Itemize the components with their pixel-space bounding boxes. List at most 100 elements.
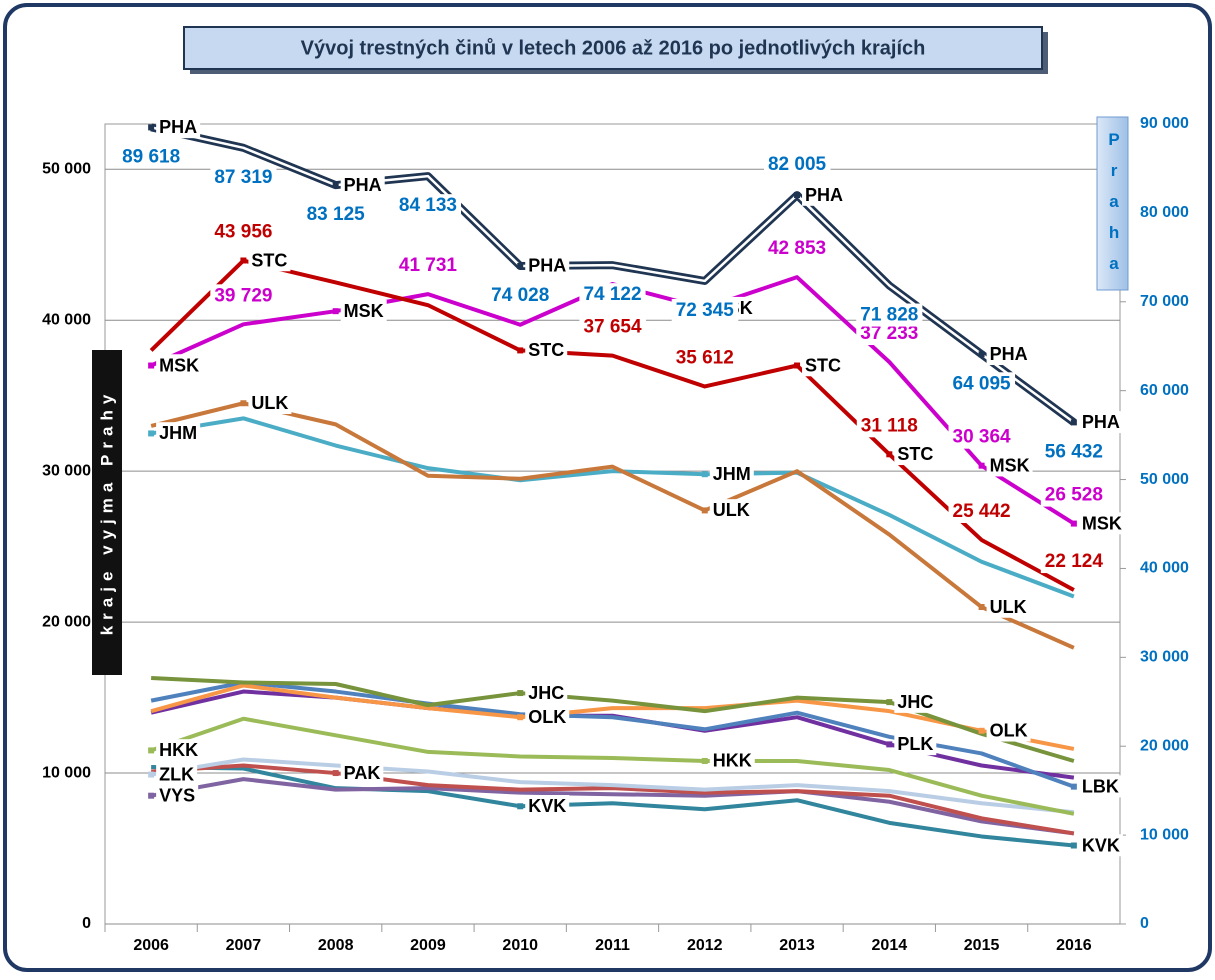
series-name-label: PHA	[1082, 412, 1120, 432]
value-label: 39 729	[214, 285, 272, 306]
label-marker	[1070, 842, 1077, 849]
x-tick-label: 2015	[964, 937, 1000, 954]
series-name-label: JHM	[713, 464, 751, 484]
label-marker	[240, 257, 247, 264]
y2-tick-label: 50 000	[1140, 471, 1189, 488]
y2-tick-label: 0	[1140, 915, 1149, 932]
label-bg	[948, 425, 1016, 449]
value-label: 41 731	[399, 255, 458, 276]
value-label: 72 345	[676, 300, 735, 321]
series-name-label: STC	[528, 340, 564, 360]
y2-tick-label: 80 000	[1140, 204, 1189, 221]
series-name-label: OLK	[990, 721, 1028, 741]
title-box	[183, 26, 1043, 70]
label-bg	[210, 165, 277, 189]
label-bg	[248, 391, 292, 414]
series-name-label: PAK	[344, 763, 381, 783]
grid: 0 10 000 20 000 30 000 40 000 50 000 0 10 000 20…	[42, 115, 1189, 954]
value-label: 74 122	[583, 284, 641, 305]
value-label: 74 028	[491, 285, 549, 306]
label-bg	[1078, 775, 1122, 798]
y-tick-label: 40 000	[42, 311, 91, 328]
series-line	[150, 777, 1075, 836]
series-line	[150, 716, 1075, 816]
y2-tick-label: 90 000	[1140, 115, 1189, 132]
label-bg	[709, 749, 755, 772]
label-bg	[1040, 550, 1108, 574]
label-bg	[986, 595, 1030, 618]
label-marker	[148, 124, 155, 131]
series-line	[150, 757, 1075, 815]
label-bg	[156, 422, 201, 445]
chart-title: Vývoj trestných činů v letech 2006 až 20…	[301, 37, 926, 59]
label-bg	[487, 283, 554, 307]
series-name-label: LBK	[1082, 776, 1119, 796]
x-tick-label: 2009	[410, 937, 446, 954]
label-marker	[978, 351, 985, 358]
y-title-box	[92, 350, 122, 675]
value-label: 89 618	[122, 146, 180, 167]
series-name-label: MSK	[159, 355, 199, 375]
label-bg	[986, 343, 1031, 366]
series-name-label: MSK	[344, 301, 384, 321]
series-name-label: PHA	[990, 344, 1028, 364]
label-bg	[709, 462, 754, 485]
label-bg	[156, 739, 202, 762]
value-label: 37 233	[860, 323, 918, 344]
label-bg	[340, 173, 385, 196]
label-bg	[1078, 834, 1123, 857]
label-bg	[763, 237, 831, 261]
y-tick-label: 0	[82, 915, 91, 932]
label-bg	[210, 220, 277, 244]
label-bg	[948, 372, 1016, 396]
label-bg	[525, 795, 570, 818]
x-tick-label: 2012	[687, 937, 723, 954]
x-tick-label: 2010	[502, 937, 538, 954]
label-marker	[517, 803, 524, 810]
label-marker	[148, 792, 155, 799]
label-bg	[948, 499, 1015, 523]
label-bg	[709, 499, 753, 522]
label-bg	[302, 203, 370, 227]
label-bg	[986, 719, 1031, 742]
series-name-label: VYS	[159, 785, 195, 805]
label-marker	[332, 770, 339, 777]
label-marker	[1070, 520, 1077, 527]
y-axis-title: kraje vyjma Prahy	[97, 389, 116, 636]
value-label: 31 118	[861, 415, 918, 436]
y2-tick-label: 20 000	[1140, 737, 1189, 754]
label-bg	[1040, 440, 1107, 464]
value-label: 82 005	[768, 154, 827, 175]
series-name-label: PHA	[344, 175, 382, 195]
series-line	[151, 763, 1075, 836]
label-bg	[156, 354, 203, 377]
series-line	[151, 765, 1075, 848]
label-bg	[156, 116, 201, 139]
label-marker	[886, 699, 893, 706]
y2-tick-label: 30 000	[1140, 649, 1189, 666]
series-name-label: STC	[897, 444, 933, 464]
series-line	[150, 683, 1075, 751]
series-line	[150, 401, 1075, 650]
value-label: 43 956	[214, 222, 272, 243]
value-label: 56 432	[1045, 441, 1103, 462]
label-bg	[579, 283, 646, 307]
label-bg	[579, 315, 646, 339]
label-marker	[148, 771, 155, 778]
y-tick-label: 30 000	[42, 462, 91, 479]
label-bg	[856, 303, 923, 327]
label-bg	[525, 705, 570, 728]
label-marker	[517, 262, 524, 269]
label-bg	[118, 145, 185, 169]
label-marker	[886, 741, 893, 748]
label-bg	[802, 354, 845, 377]
series-name-label: HKK	[159, 740, 198, 760]
label-bg	[525, 339, 568, 362]
series-name-label: PLK	[897, 734, 933, 754]
label-marker	[1070, 783, 1077, 790]
label-bg	[156, 763, 198, 786]
y2-tick-label: 10 000	[1140, 826, 1189, 843]
series-line	[149, 258, 1075, 592]
